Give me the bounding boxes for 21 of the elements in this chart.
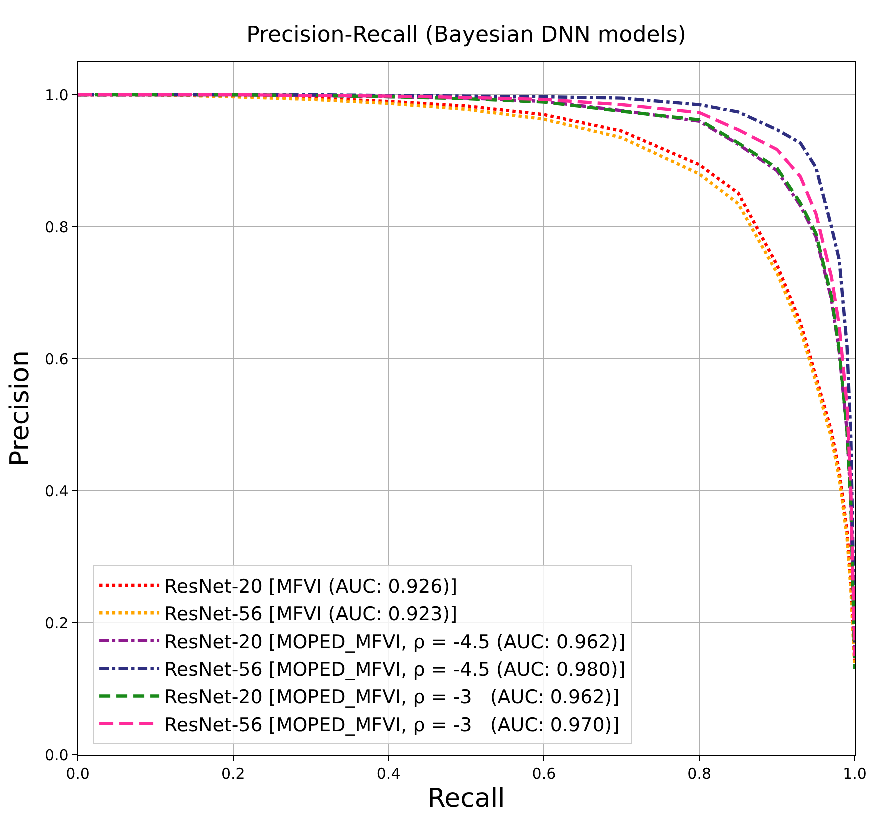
chart-title: Precision-Recall (Bayesian DNN models) [246,22,686,48]
y-tick-label: 0.0 [44,746,69,764]
y-axis-title: Precision [5,350,36,467]
x-axis-title: Recall [428,784,506,814]
x-tick-label: 0.0 [66,765,90,784]
x-tick-label: 0.4 [376,765,401,784]
x-tick-label: 0.8 [688,765,712,784]
legend-label: ResNet-20 [MOPED_MFVI, ρ = -4.5 (AUC: 0.962)] [164,631,626,654]
legend-label: ResNet-20 [MFVI (AUC: 0.926)] [164,576,458,598]
y-tick-label: 0.2 [44,614,69,632]
y-tick-label: 0.6 [44,350,69,368]
legend-label: ResNet-20 [MOPED_MFVI, ρ = -3 (AUC: 0.962)] [164,686,620,709]
x-tick-label: 0.6 [532,765,556,784]
x-tick-label: 1.0 [843,765,867,784]
y-tick-label: 0.4 [44,482,69,500]
y-tick-label: 1.0 [44,86,69,104]
legend-label: ResNet-56 [MFVI (AUC: 0.923)] [164,604,458,626]
y-tick-label: 0.8 [44,218,69,236]
legend-label: ResNet-56 [MOPED_MFVI, ρ = -4.5 (AUC: 0.980)] [164,658,626,681]
x-tick-label: 0.2 [221,765,246,784]
legend-label: ResNet-56 [MOPED_MFVI, ρ = -3 (AUC: 0.970)] [164,714,620,736]
